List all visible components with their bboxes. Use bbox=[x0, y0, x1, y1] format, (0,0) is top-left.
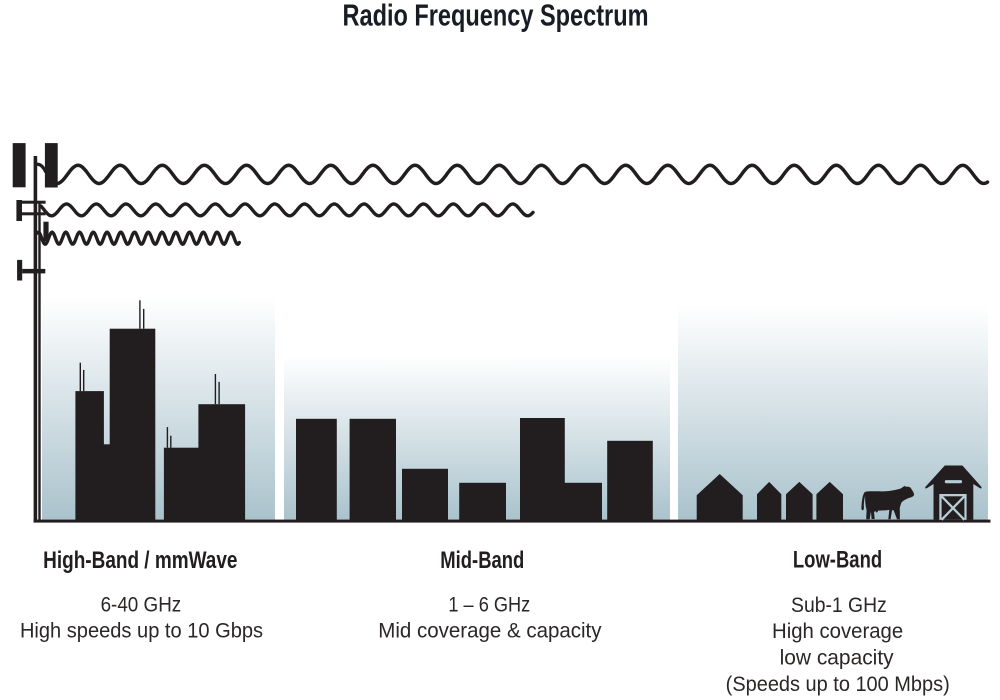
svg-text:Radio Frequency Spectrum: Radio Frequency Spectrum bbox=[342, 0, 648, 32]
svg-text:1 – 6 GHz: 1 – 6 GHz bbox=[448, 593, 530, 617]
svg-text:(Speeds up to 100 Mbps): (Speeds up to 100 Mbps) bbox=[726, 673, 950, 697]
svg-text:High speeds up to 10 Gbps: High speeds up to 10 Gbps bbox=[20, 619, 263, 643]
svg-text:low capacity: low capacity bbox=[780, 646, 894, 669]
svg-text:6-40 GHz: 6-40 GHz bbox=[101, 593, 182, 616]
svg-text:Low-Band: Low-Band bbox=[793, 548, 882, 574]
svg-text:Mid-Band: Mid-Band bbox=[440, 548, 524, 574]
svg-text:Sub-1 GHz: Sub-1 GHz bbox=[791, 594, 887, 617]
svg-text:High-Band / mmWave: High-Band / mmWave bbox=[43, 547, 237, 573]
svg-text:High coverage: High coverage bbox=[772, 620, 903, 644]
svg-text:Mid coverage & capacity: Mid coverage & capacity bbox=[378, 619, 602, 642]
